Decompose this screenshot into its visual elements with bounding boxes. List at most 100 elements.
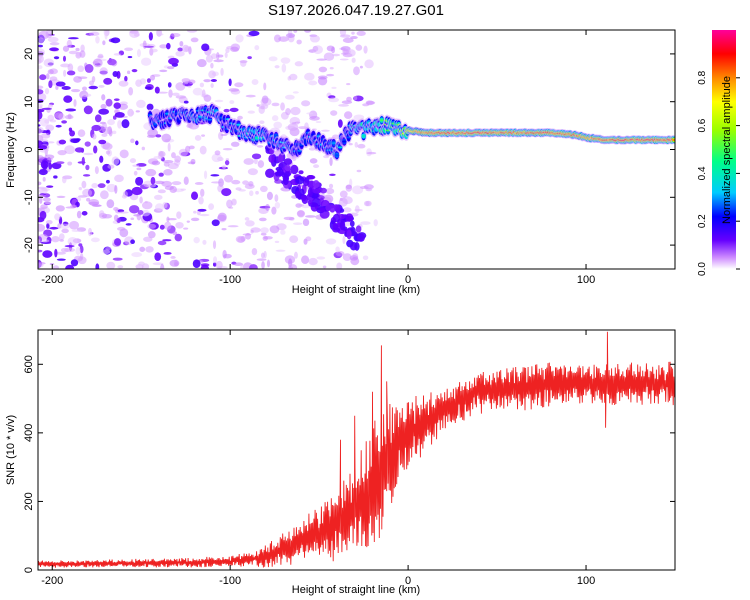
- noise-blob: [46, 185, 54, 188]
- noise-blob: [77, 65, 85, 73]
- noise-blob: [117, 265, 124, 269]
- noise-blob: [80, 44, 85, 53]
- noise-blob: [54, 248, 58, 258]
- noise-blob: [131, 69, 138, 73]
- ridge-cell: [331, 142, 336, 145]
- noise-blob: [274, 201, 281, 209]
- noise-blob: [136, 49, 141, 58]
- noise-blob: [38, 181, 42, 186]
- noise-blob: [223, 174, 234, 183]
- noise-blob: [167, 162, 179, 170]
- noise-blob: [177, 47, 183, 52]
- noise-blob: [359, 186, 369, 190]
- noise-blob: [342, 37, 354, 43]
- noise-blob: [70, 204, 78, 209]
- noise-blob: [258, 103, 269, 110]
- noise-blob: [332, 53, 341, 57]
- noise-blob: [240, 264, 248, 269]
- noise-blob: [183, 100, 189, 104]
- noise-blob: [203, 170, 208, 180]
- noise-blob: [155, 203, 164, 212]
- colorbar-tick-label: 0.8: [697, 70, 708, 84]
- colorbar-tick-label: 0.2: [697, 214, 708, 228]
- noise-blob: [38, 126, 44, 134]
- noise-blob: [186, 30, 198, 33]
- tongue-blob: [349, 220, 355, 227]
- noise-blob: [61, 228, 69, 234]
- noise-blob: [132, 164, 140, 167]
- noise-blob: [125, 223, 132, 226]
- noise-blob: [79, 50, 86, 58]
- snr-xtick-label: -100: [219, 575, 241, 587]
- noise-blob: [38, 238, 41, 245]
- noise-blob: [38, 48, 46, 56]
- noise-blob: [326, 73, 335, 77]
- noise-blob: [45, 30, 53, 39]
- noise-blob: [302, 218, 310, 227]
- spectrogram-marks: [38, 30, 675, 269]
- noise-blob: [363, 200, 370, 207]
- noise-blob: [68, 127, 73, 132]
- noise-blob: [42, 250, 53, 258]
- noise-blob: [231, 179, 241, 185]
- noise-blob: [38, 85, 44, 90]
- noise-blob: [145, 168, 157, 177]
- noise-blob: [168, 89, 173, 98]
- noise-blob: [210, 83, 214, 89]
- noise-blob: [266, 259, 271, 268]
- noise-blob: [259, 120, 265, 125]
- noise-blob: [171, 181, 182, 186]
- noise-blob: [339, 58, 349, 61]
- noise-blob: [199, 145, 207, 155]
- noise-blob: [315, 120, 322, 124]
- noise-blob: [139, 196, 143, 204]
- noise-blob: [164, 185, 174, 190]
- noise-blob: [271, 115, 279, 122]
- noise-blob: [124, 47, 134, 52]
- noise-blob: [82, 86, 87, 91]
- noise-blob: [59, 223, 70, 230]
- noise-blob: [175, 221, 184, 229]
- noise-blob: [161, 133, 172, 143]
- noise-blob: [95, 263, 100, 269]
- noise-blob: [172, 92, 180, 96]
- noise-blob: [73, 76, 83, 83]
- snr-ytick-label: 400: [23, 424, 35, 442]
- noise-blob: [148, 32, 153, 41]
- noise-blob: [363, 45, 368, 54]
- colorbar-tick-label: 0.4: [697, 166, 708, 180]
- noise-blob: [102, 143, 113, 151]
- tongue-blob: [302, 179, 310, 187]
- noise-blob: [174, 155, 181, 163]
- noise-blob: [318, 66, 328, 73]
- noise-blob: [61, 86, 71, 90]
- noise-blob: [141, 209, 151, 217]
- noise-blob: [373, 219, 378, 227]
- noise-blob: [194, 134, 202, 141]
- noise-blob: [130, 239, 135, 245]
- noise-blob: [38, 110, 43, 120]
- noise-blob: [248, 181, 254, 187]
- noise-blob: [126, 70, 131, 75]
- noise-blob: [306, 112, 314, 115]
- colorbar-gradient: [712, 30, 736, 269]
- noise-blob: [317, 76, 328, 86]
- noise-blob: [38, 97, 42, 100]
- noise-blob: [102, 40, 106, 46]
- noise-blob: [67, 37, 79, 40]
- noise-blob: [183, 176, 189, 185]
- noise-blob: [362, 103, 370, 107]
- noise-blob: [55, 124, 62, 128]
- noise-blob: [60, 63, 71, 68]
- noise-blob: [213, 59, 224, 63]
- noise-blob: [98, 108, 110, 115]
- noise-blob: [114, 238, 122, 246]
- noise-blob: [328, 183, 334, 189]
- noise-blob: [197, 208, 207, 212]
- tongue-blob: [283, 176, 289, 186]
- noise-blob: [249, 190, 254, 197]
- noise-blob: [356, 169, 362, 173]
- noise-blob: [313, 164, 320, 169]
- noise-blob: [281, 63, 287, 73]
